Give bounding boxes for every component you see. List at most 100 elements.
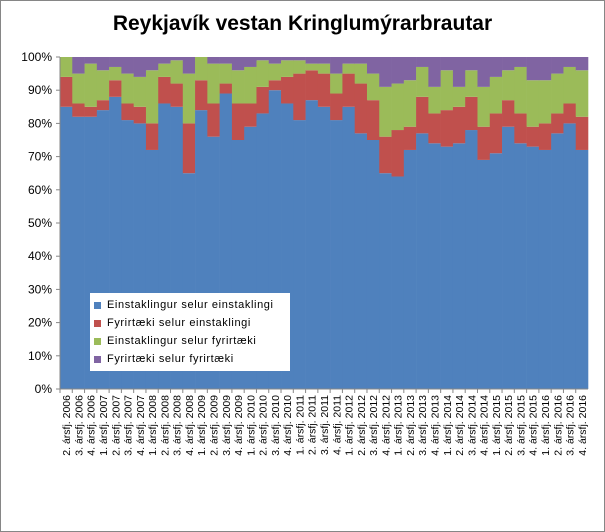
bar-segment <box>244 57 257 67</box>
legend-swatch <box>94 355 101 363</box>
bar-segment <box>440 70 454 111</box>
bar-segment <box>293 60 306 74</box>
x-tick-label: 1. ársfj. 2014 <box>442 395 454 456</box>
bar-segment <box>489 153 503 389</box>
x-tick-label: 1. ársfj. 2015 <box>491 395 503 456</box>
bar-segment <box>121 73 134 104</box>
bar-segment <box>366 57 380 74</box>
bar-segment <box>342 73 355 107</box>
bar-segment <box>72 73 85 104</box>
bar-segment <box>158 63 171 77</box>
bar-segment <box>84 63 98 107</box>
bar-segment <box>133 76 147 107</box>
x-tick-label: 3. ársfj. 2016 <box>565 395 577 456</box>
bar-segment <box>145 123 159 150</box>
bar-segment <box>477 126 491 160</box>
bar-segment <box>551 133 564 389</box>
bar-segment <box>256 86 270 114</box>
bar-segment <box>293 73 306 121</box>
y-tick-label: 100% <box>21 50 52 64</box>
x-tick-label: 1. ársfj. 2008 <box>147 395 159 456</box>
bar-segment <box>551 73 564 114</box>
bar-segment <box>60 106 73 390</box>
bar-segment <box>465 130 478 390</box>
legend-item: Einstaklingur selur fyrirtæki <box>94 332 286 350</box>
legend-item: Fyrirtæki selur einstaklingi <box>94 314 286 332</box>
x-tick-label: 2. ársfj. 2010 <box>258 395 270 456</box>
bar-segment <box>452 106 466 144</box>
bar-segment <box>305 57 319 64</box>
bar-segment <box>489 57 503 77</box>
legend: Einstaklingur selur einstaklingi Fyrirtæ… <box>90 293 290 371</box>
bar-segment <box>195 80 208 111</box>
bar-segment <box>477 57 491 87</box>
bar-segment <box>72 57 85 74</box>
bar-segment <box>109 80 122 97</box>
bar-segment <box>526 146 540 389</box>
y-tick-label: 10% <box>28 349 52 363</box>
bar-segment <box>354 83 368 134</box>
bar-segment <box>391 57 405 84</box>
bar-segment <box>452 143 466 389</box>
bar-segment <box>526 80 540 127</box>
bar-segment <box>391 176 405 389</box>
bar-segment <box>563 103 577 124</box>
bar-segment <box>281 76 294 104</box>
legend-label: Fyrirtæki selur einstaklingi <box>107 317 251 329</box>
x-tick-label: 2. ársfj. 2006 <box>61 395 73 456</box>
bar-segment <box>170 57 184 61</box>
bar-segment <box>182 73 196 124</box>
x-tick-label: 2. ársfj. 2015 <box>503 395 515 456</box>
bar-segment <box>219 57 233 64</box>
bar-segment <box>551 57 564 74</box>
bar-segment <box>121 103 134 121</box>
bar-segment <box>379 86 392 137</box>
bar-segment <box>317 63 331 74</box>
bar-segment <box>182 57 196 74</box>
bar-segment <box>219 83 233 94</box>
legend-label: Einstaklingur selur fyrirtæki <box>107 335 257 347</box>
x-tick-label: 4. ársfj. 2013 <box>430 395 442 456</box>
bar-segment <box>182 123 196 174</box>
bar-segment <box>231 70 245 104</box>
bar-segment <box>428 113 441 144</box>
bar-segment <box>293 57 306 61</box>
bar-segment <box>403 57 417 81</box>
bar-segment <box>354 57 368 64</box>
y-tick-label: 30% <box>28 282 52 296</box>
y-tick-label: 70% <box>28 150 52 164</box>
y-tick-label: 50% <box>28 216 52 230</box>
bar-segment <box>416 96 429 134</box>
bar-segment <box>403 126 417 150</box>
x-tick-label: 4. ársfj. 2016 <box>577 395 589 456</box>
legend-swatch <box>94 337 101 345</box>
x-tick-label: 3. ársfj. 2011 <box>319 395 331 455</box>
bar-segment <box>551 113 564 134</box>
y-tick-label: 20% <box>28 316 52 330</box>
bar-segment <box>281 57 294 61</box>
y-tick-label: 90% <box>28 83 52 97</box>
bar-segment <box>145 70 159 124</box>
bar-segment <box>72 103 85 117</box>
bar-segment <box>538 80 552 124</box>
bar-segment <box>563 123 577 390</box>
legend-label: Fyrirtæki selur fyrirtæki <box>107 353 234 365</box>
bar-segment <box>403 80 417 127</box>
chart-title: Reykjavík vestan Kringlumýrarbrautar <box>112 12 493 35</box>
x-tick-label: 1. ársfj. 2012 <box>344 395 356 456</box>
bar-segment <box>96 70 110 101</box>
x-tick-label: 3. ársfj. 2007 <box>123 395 135 456</box>
x-tick-label: 4. ársfj. 2010 <box>282 395 294 456</box>
bar-segment <box>317 57 331 64</box>
x-tick-label: 2. ársfj. 2009 <box>208 395 220 456</box>
bar-segment <box>121 57 134 74</box>
bar-segment <box>403 149 417 389</box>
bar-segment <box>514 143 527 389</box>
bar-segment <box>207 103 220 137</box>
x-tick-label: 2. ársfj. 2013 <box>405 395 417 456</box>
x-tick-label: 3. ársfj. 2010 <box>270 395 282 456</box>
y-tick-label: 80% <box>28 116 52 130</box>
bar-segment <box>317 106 331 390</box>
bar-segment <box>489 76 503 114</box>
